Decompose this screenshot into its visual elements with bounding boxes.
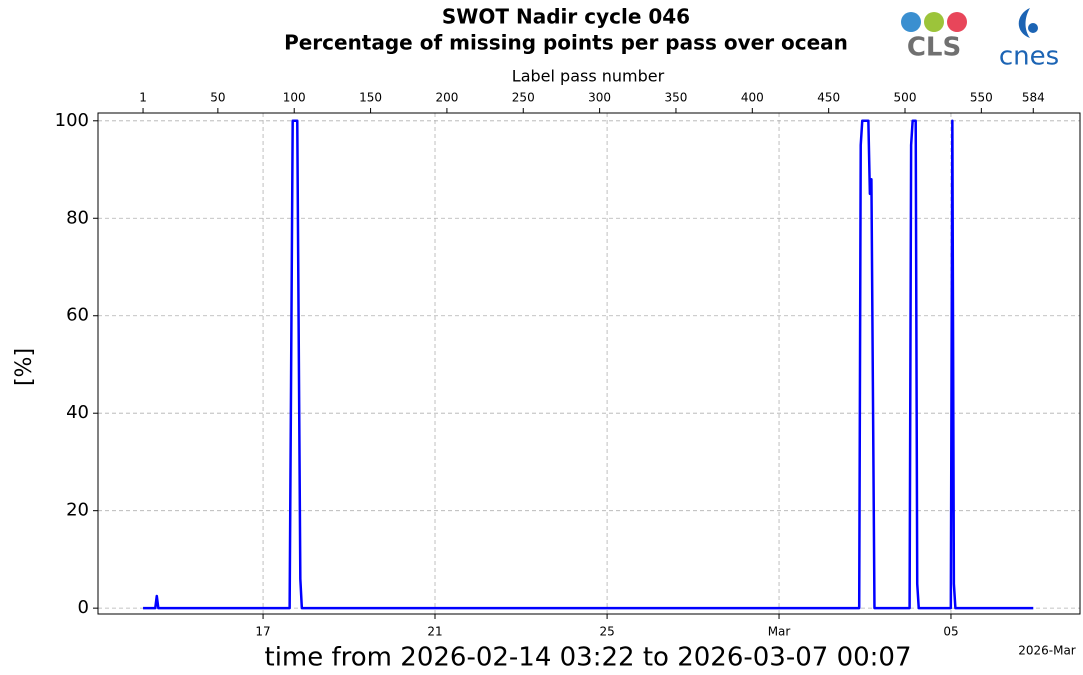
x-tick-label: 21	[427, 625, 442, 639]
x2-tick-label: 300	[588, 91, 611, 105]
y-tick-label: 80	[66, 207, 89, 228]
x2-tick-label: 550	[970, 91, 993, 105]
y-axis-label: [%]	[12, 348, 37, 386]
x-tick-label: 17	[255, 625, 270, 639]
y-tick-label: 0	[78, 597, 89, 618]
x2-tick-label: 250	[512, 91, 535, 105]
x-axis-label: time from 2026-02-14 03:22 to 2026-03-07…	[265, 643, 912, 673]
cls-logo: CLS	[901, 12, 967, 63]
plot-frame	[97, 112, 1081, 615]
x2-tick-label: 350	[665, 91, 688, 105]
x-tick-label: Mar	[768, 625, 791, 639]
y-tick-label: 40	[66, 402, 89, 423]
x2-tick-label: 150	[359, 91, 382, 105]
x2-tick-label: 584	[1022, 91, 1045, 105]
logo-text: CLS	[907, 33, 961, 63]
chart-subtitle: Percentage of missing points per pass ov…	[284, 31, 848, 55]
x-tick-label: 25	[599, 625, 614, 639]
x-tick-label: 05	[943, 625, 958, 639]
x2-tick-label: 1	[139, 91, 147, 105]
cnes-logo: cnes	[999, 8, 1059, 72]
x2-tick-label: 50	[210, 91, 225, 105]
x2-tick-label: 200	[435, 91, 458, 105]
x2-tick-label: 450	[817, 91, 840, 105]
data-line	[143, 119, 1034, 610]
chart-title: SWOT Nadir cycle 046	[442, 5, 690, 29]
x2-axis-label: Label pass number	[512, 67, 665, 86]
x2-tick-label: 500	[894, 91, 917, 105]
y-tick-label: 20	[66, 500, 89, 521]
x2-tick-label: 100	[283, 91, 306, 105]
x-offset-label: 2026-Mar	[1018, 644, 1076, 658]
logo-text: cnes	[999, 42, 1059, 72]
y-tick-label: 60	[66, 305, 89, 326]
y-tick-label: 100	[55, 110, 89, 131]
x2-tick-label: 400	[741, 91, 764, 105]
